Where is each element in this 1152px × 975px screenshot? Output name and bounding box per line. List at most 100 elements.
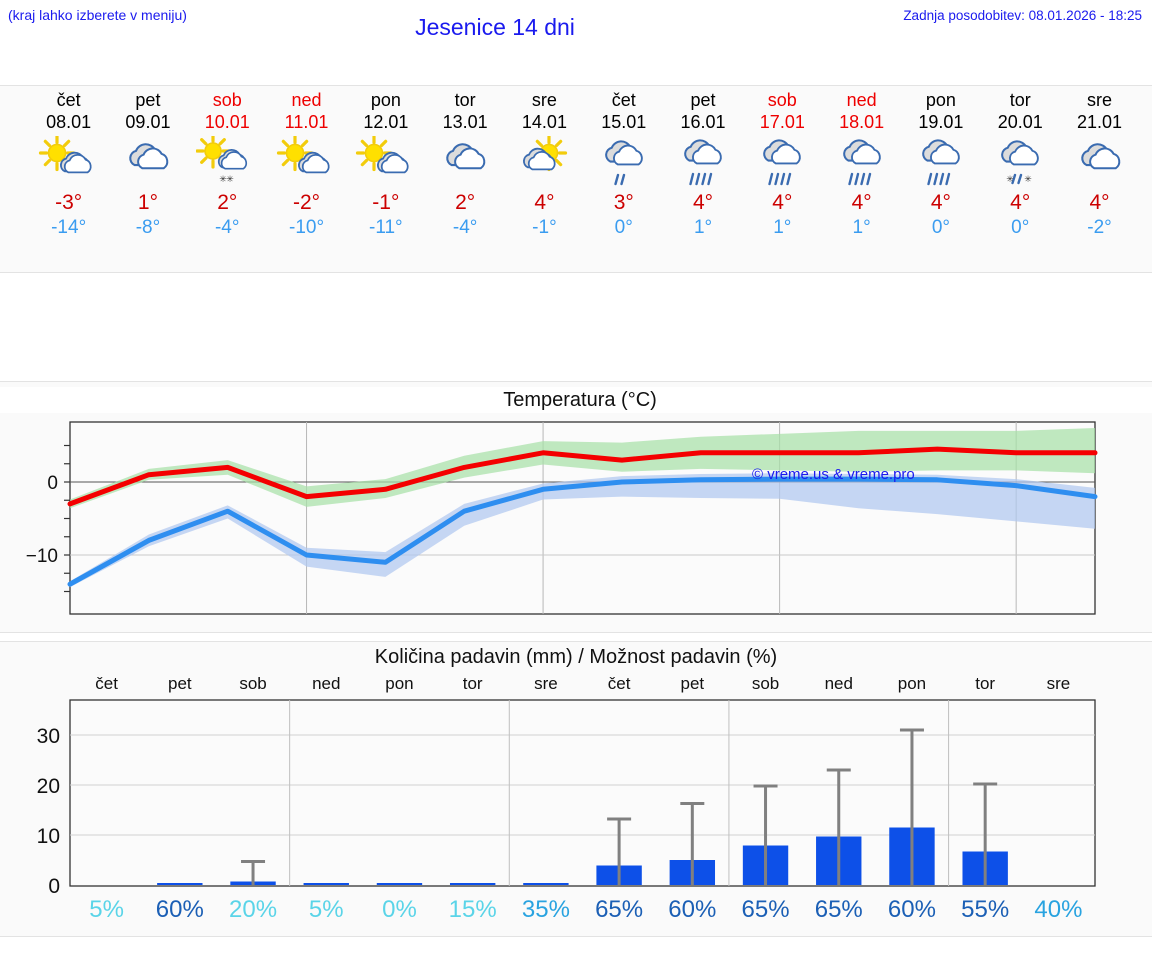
forecast-day-date: 19.01 [918,112,964,132]
precipitation-probability-label: 65% [741,896,790,923]
forecast-day-name: čet [56,90,81,110]
copyright-watermark: © vreme.us & vreme.pro [752,466,915,483]
cloud-rain-icon [842,139,881,186]
forecast-temp-min: -2° [1087,217,1112,238]
precipitation-day-label: sob [239,674,267,693]
forecast-weather-icon-wrap: ✳ ✳ [989,135,1051,187]
forecast-temp-max: -2° [293,191,321,214]
precipitation-probability-label: 5% [308,896,344,923]
forecast-day-column[interactable]: tor 20.01 ✳ ✳ 4° 0° [981,86,1060,272]
forecast-temp-max: 4° [851,191,872,214]
precipitation-ytick-label: 0 [48,875,60,898]
forecast-temp-max: 4° [1089,191,1110,214]
forecast-day-name: pon [925,90,956,110]
precipitation-day-label: ned [824,674,853,693]
sun-cloud-icon [276,136,330,174]
precipitation-day-label: sre [534,674,558,693]
precipitation-day-label: pet [167,674,192,693]
precipitation-ytick-label: 30 [37,725,60,748]
precipitation-probability-label: 35% [521,896,570,923]
forecast-weather-icon-wrap [831,135,893,187]
forecast-day-column[interactable]: sre 21.01 4° -2° [1060,86,1139,272]
forecast-temp-max: 2° [217,191,238,214]
forecast-day-date: 17.01 [759,112,805,132]
svg-text:✳: ✳ [226,174,234,184]
forecast-temp-min: -4° [452,217,478,238]
precipitation-probability-label: 0% [382,896,417,923]
precipitation-day-label: čet [607,674,631,693]
forecast-day-column[interactable]: sre 14.01 4° -1° [505,86,584,272]
forecast-day-column[interactable]: pon 12.01 -1° -11° [346,86,425,272]
forecast-weather-icon-wrap [355,135,417,187]
precipitation-bar [376,883,423,885]
forecast-day-name: čet [611,90,636,110]
precipitation-chart-svg: 0 10 20 30 [37,699,1096,898]
forecast-day-column[interactable]: ned 11.01 -2° -10° [267,86,346,272]
forecast-day-column[interactable]: čet 08.01 -3° -14° [29,86,108,272]
forecast-day-column[interactable]: ned 18.01 4° 1° [822,86,901,272]
forecast-day-date: 14.01 [521,112,567,132]
cloud-rain-icon [763,139,802,186]
cloud-rain-icon [684,139,722,186]
cloud-icon [129,143,169,170]
forecast-day-date: 11.01 [284,112,329,132]
forecast-day-column[interactable]: pet 16.01 4° 1° [663,86,742,272]
temperature-chart-panel: Temperatura (°C) 0 −10 [0,381,1152,633]
forecast-day-column[interactable]: tor 13.01 2° -4° [425,86,504,272]
forecast-temp-max: 2° [455,191,476,214]
cloud-rain-light-icon [604,140,643,186]
forecast-weather-icon-wrap [751,135,813,187]
precipitation-probability-label: 20% [229,896,278,923]
forecast-weather-icon-wrap [434,135,496,187]
forecast-temp-min: -10° [289,217,325,238]
precipitation-chart-title: Količina padavin (mm) / Možnost padavin … [374,646,778,668]
forecast-temp-max: 4° [692,191,714,214]
forecast-temp-min: -8° [135,217,161,238]
forecast-weather-icon-wrap: ✳ ✳ [196,135,258,187]
precipitation-day-label: tor [462,674,483,693]
strip-left-spacer [0,86,29,272]
cloud-sun-icon [523,136,568,172]
precipitation-plot-area [69,699,1096,887]
forecast-day-column[interactable]: pet 09.01 1° -8° [108,86,187,272]
forecast-day-date: 15.01 [601,112,647,132]
precipitation-ytick-label: 10 [37,825,60,848]
precipitation-probability-label: 40% [1034,896,1083,923]
top-bar: (kraj lahko izberete v meniju) Jesenice … [0,0,1152,48]
forecast-day-name: tor [454,90,476,110]
precipitation-day-label: čet [95,674,118,693]
forecast-day-column[interactable]: čet 15.01 3° 0° [584,86,663,272]
precipitation-probability-label: 60% [668,896,717,923]
forecast-weather-icon-wrap [910,135,972,187]
precipitation-day-label: pon [897,674,927,693]
forecast-day-date: 18.01 [839,112,885,132]
forecast-day-date: 10.01 [204,112,250,132]
precipitation-day-label: sre [1046,674,1071,693]
forecast-day-date: 12.01 [363,112,409,132]
forecast-weather-icon-wrap [672,135,734,187]
precipitation-bar [157,883,203,885]
forecast-day-name: ned [291,90,322,110]
forecast-temp-min: -1° [532,217,557,238]
cloud-icon [446,143,486,170]
temperature-line-0 [67,446,1098,507]
forecast-day-column[interactable]: sob 10.01 ✳ ✳ 2° -4° [188,86,267,272]
precipitation-probability-label: 60% [887,896,936,923]
cloud-sleet-icon: ✳ ✳ [1001,140,1039,185]
forecast-temp-max: 4° [930,191,951,214]
sun-cloud-icon [38,136,92,174]
forecast-temp-max: 4° [534,191,555,214]
temperature-band-0 [70,427,1095,509]
forecast-day-name: pet [690,90,716,110]
forecast-temp-min: -4° [214,217,240,238]
forecast-day-name: pon [370,90,401,110]
forecast-day-column[interactable]: sob 17.01 4° 1° [743,86,822,272]
forecast-temp-max: 4° [1010,191,1031,214]
precipitation-probability-label: 65% [814,896,863,923]
last-updated: Zadnja posodobitev: 08.01.2026 - 18:25 [903,8,1142,23]
temperature-line-1 [67,476,1098,587]
forecast-weather-icon-wrap [117,135,179,187]
forecast-day-column[interactable]: pon 19.01 4° 0° [901,86,980,272]
forecast-temp-max: -3° [55,191,83,214]
forecast-day-date: 21.01 [1076,112,1123,132]
